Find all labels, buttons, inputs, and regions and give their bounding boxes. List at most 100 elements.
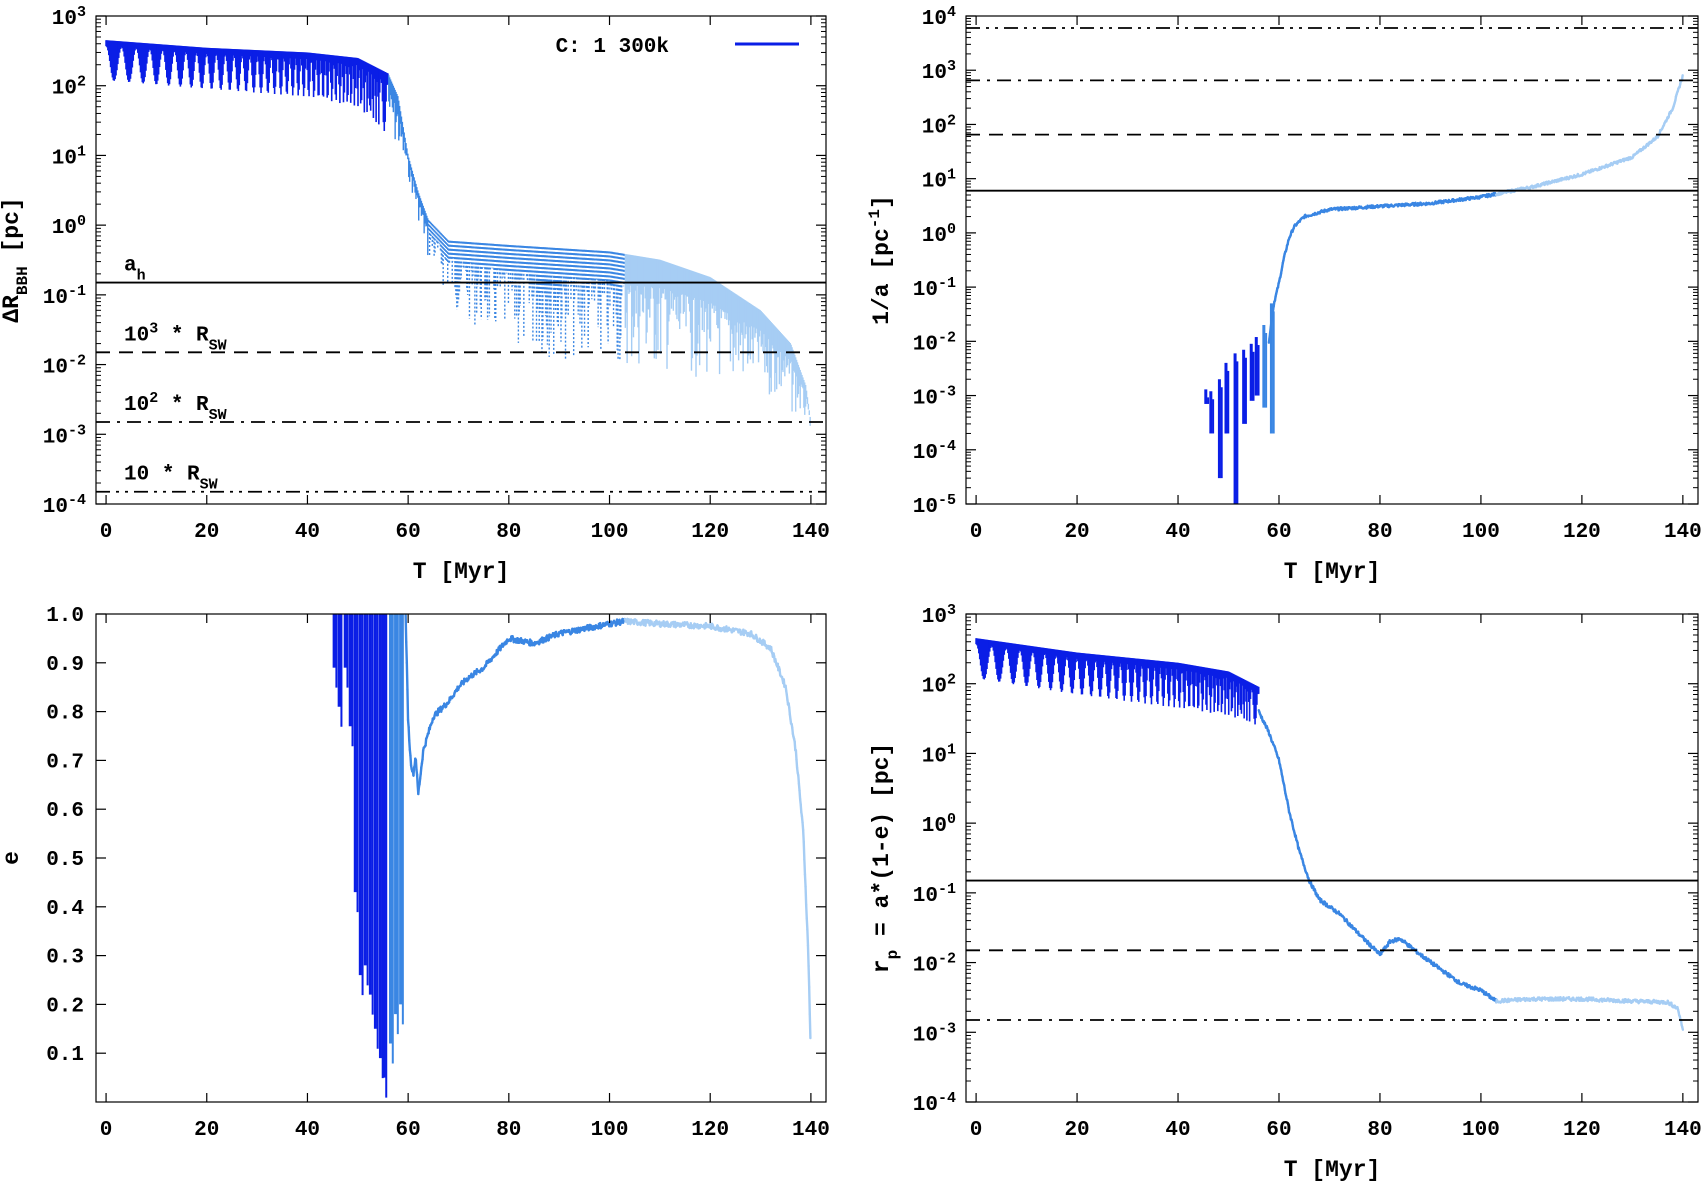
y-tick-label: 10-1 [43,282,86,310]
curve-segment [421,749,425,761]
x-axis-label: T [Myr] [1284,1157,1381,1183]
curve-segment [807,985,811,1016]
x-tick-label: 60 [396,1119,421,1142]
panel-eccentricity: 0 20 40 60 80 100 120 140 0.1 0.2 0.3 0.4 0.5 0.6 0.7 0… [0,605,830,1142]
legend-label: C: 1 300k [556,36,669,59]
y-tick-label: 0.5 [46,849,84,872]
curve-segment [807,964,811,989]
x-tick-label: 100 [1462,521,1500,544]
y-tick-label: 10-2 [43,352,86,380]
x-tick-label: 100 [591,1119,629,1142]
curve-segment [803,873,807,888]
curve-segment [405,661,409,691]
x-axis-label: T [Myr] [1284,559,1381,585]
x-tick-label: 0 [100,1119,113,1142]
y-tick-label: 103 [922,602,956,630]
y-tick-label: 101 [922,166,956,194]
ref-line-label: 103 * RSW [124,320,227,354]
x-tick-label: 0 [970,1119,983,1142]
x-tick-label: 120 [691,521,729,544]
y-tick-label: 100 [922,811,956,839]
y-tick-label: 103 [922,58,956,86]
curve-segment [803,858,807,876]
plot-frame [965,613,1699,1103]
curve-segment [801,821,805,832]
curve-segment [795,758,799,770]
oscillation-band [105,40,811,426]
plot-area [332,614,812,1098]
panel-pericenter: 0 20 40 60 80 100 120 140 10-4 10-3 10-2 10-1 100 101… [869,602,1702,1184]
y-tick-label: 10-1 [913,275,956,303]
y-tick-label: 0.3 [46,947,84,970]
x-tick-label: 140 [1664,1119,1702,1142]
y-tick-label: 102 [52,73,86,101]
x-tick-label: 120 [1563,1119,1601,1142]
curve-segment [802,840,806,861]
y-tick-label: 101 [52,143,86,171]
x-tick-label: 80 [1367,1119,1392,1142]
x-tick-label: 60 [1266,1119,1291,1142]
curve-segment [404,614,408,644]
curve-segment [782,678,786,688]
y-axis-label: 1/a [pc-1] [866,195,895,325]
x-tick-label: 20 [1064,1119,1089,1142]
x-tick-label: 80 [1367,521,1392,544]
y-tick-label: 10-2 [913,329,956,357]
x-tick-label: 20 [194,521,219,544]
x-tick-label: 60 [1266,521,1291,544]
curve-segment [805,917,809,931]
x-tick-label: 100 [1462,1119,1500,1142]
y-tick-label: 10-4 [913,1090,956,1118]
panel-inverse-a: 0 20 40 60 80 100 120 140 10-5 10-4 10-3 10-2 10-1 10… [866,4,1702,586]
y-tick-label: 103 [52,4,86,32]
y-tick-label: 10-4 [43,492,86,520]
curve-segment [407,726,411,742]
y-tick-label: 0.4 [46,898,84,921]
y-axis-label: rp = a*(1-e) [pc] [869,743,902,973]
y-tick-label: 104 [922,4,956,32]
curve-segment [801,828,805,844]
curve-segment [406,718,410,729]
plot-area [975,638,1685,1031]
x-tick-label: 20 [1064,521,1089,544]
y-tick-label: 0.6 [46,800,84,823]
y-tick-label: 0.7 [46,751,84,774]
oscillation-band [975,638,1260,725]
curve-segment [798,789,802,801]
x-tick-label: 80 [496,1119,521,1142]
curve-segment [794,749,798,761]
x-tick-label: 40 [1165,1119,1190,1142]
x-tick-label: 0 [100,521,113,544]
curve-segment [415,773,419,787]
x-tick-label: 80 [496,521,521,544]
x-tick-label: 40 [295,521,320,544]
curve-segment [414,758,418,772]
curve-segment [408,739,412,752]
y-tick-label: 10-3 [913,383,956,411]
y-tick-label: 10-3 [43,422,86,450]
y-tick-label: 10-3 [913,1020,956,1048]
curve-segment [1680,74,1684,81]
x-axis-label: T [Myr] [413,559,510,585]
ref-line-label: 10 * RSW [124,464,218,494]
y-tick-label: 102 [922,112,956,140]
plot-area [105,40,811,426]
curve-segment [793,740,797,752]
curve-segment [412,766,416,777]
plot-frame [95,613,827,1103]
x-tick-label: 40 [295,1119,320,1142]
y-tick-label: 1.0 [46,605,84,628]
y-tick-label: 10-2 [913,950,956,978]
y-tick-label: 10-5 [913,492,956,520]
x-tick-label: 0 [970,521,983,544]
y-tick-label: 0.1 [46,1044,84,1067]
plot-frame [965,15,1699,505]
curve-segment [409,754,413,767]
curve-segment [406,688,410,722]
y-tick-label: 10-1 [913,880,956,908]
x-tick-label: 60 [396,521,421,544]
x-tick-label: 140 [792,1119,830,1142]
x-tick-label: 140 [792,521,830,544]
curve-segment [808,1012,812,1040]
